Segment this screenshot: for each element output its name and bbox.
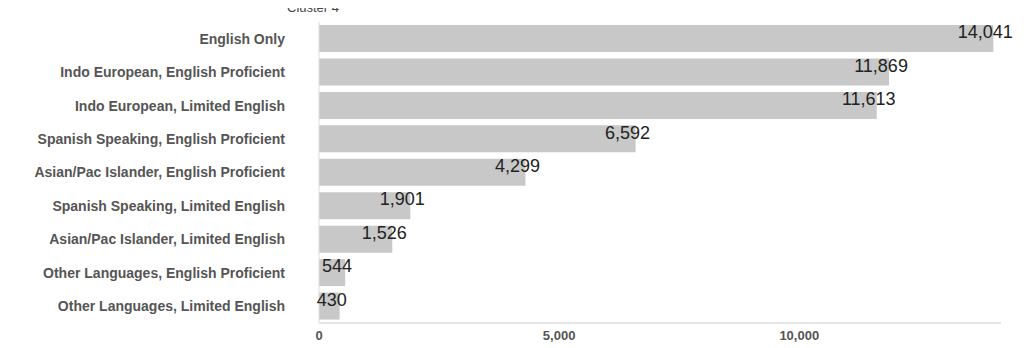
svg-text:6,592: 6,592	[605, 123, 650, 143]
svg-text:1,901: 1,901	[380, 189, 425, 209]
svg-text:Asian/Pac Islander, Limited En: Asian/Pac Islander, Limited English	[49, 231, 285, 247]
svg-text:Spanish Speaking, Limited Engl: Spanish Speaking, Limited English	[52, 198, 285, 214]
svg-text:Other Languages, English Profi: Other Languages, English Proficient	[43, 265, 285, 281]
svg-text:Other Languages, Limited Engli: Other Languages, Limited English	[58, 298, 285, 314]
svg-text:Indo European, Limited English: Indo European, Limited English	[75, 98, 285, 114]
svg-text:11,613: 11,613	[842, 89, 896, 109]
svg-text:Spanish Speaking, English Prof: Spanish Speaking, English Proficient	[38, 131, 286, 147]
svg-text:4,299: 4,299	[495, 156, 540, 176]
svg-text:10,000: 10,000	[779, 328, 819, 343]
svg-text:11,869: 11,869	[854, 56, 908, 76]
svg-text:1,526: 1,526	[362, 223, 407, 243]
svg-text:14,041: 14,041	[958, 22, 1013, 42]
svg-text:544: 544	[322, 256, 352, 276]
html-text:Cluster 4: Cluster 4	[287, 0, 339, 15]
svg-text:Asian/Pac Islander, English Pr: Asian/Pac Islander, English Proficient	[34, 164, 285, 180]
svg-text:430: 430	[317, 290, 347, 310]
svg-text:English Only: English Only	[199, 31, 285, 47]
svg-text:Indo European, English Profici: Indo European, English Proficient	[60, 64, 285, 80]
svg-text:0: 0	[315, 328, 322, 343]
svg-text:5,000: 5,000	[543, 328, 576, 343]
